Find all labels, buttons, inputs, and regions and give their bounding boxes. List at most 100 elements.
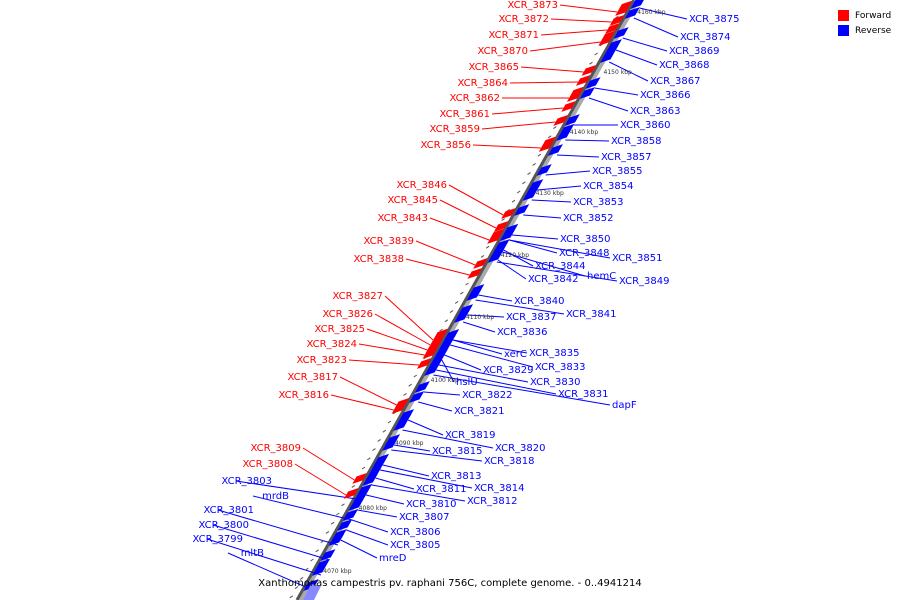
forward-gene[interactable]	[615, 0, 633, 16]
reverse-gene-label[interactable]: XCR_3835	[529, 348, 580, 359]
reverse-gene-label[interactable]: XCR_3850	[560, 234, 611, 245]
forward-gene[interactable]	[493, 220, 509, 232]
forward-gene-label[interactable]: XCR_3824	[306, 339, 357, 350]
reverse-gene[interactable]	[409, 391, 425, 403]
forward-gene[interactable]	[605, 22, 620, 34]
reverse-gene-label[interactable]: XCR_3868	[659, 60, 710, 71]
reverse-gene[interactable]	[311, 558, 330, 576]
forward-gene-label[interactable]: XCR_3825	[314, 324, 365, 335]
forward-gene-label[interactable]: XCR_3843	[377, 213, 428, 224]
reverse-gene-label[interactable]: dapF	[612, 400, 637, 411]
reverse-gene-label[interactable]: XCR_3841	[566, 309, 617, 320]
forward-gene-label[interactable]: XCR_3870	[477, 46, 528, 57]
forward-gene-label[interactable]: XCR_3864	[457, 78, 508, 89]
reverse-gene-label[interactable]: XCR_3840	[514, 296, 565, 307]
forward-gene-label[interactable]: XCR_3809	[250, 443, 301, 454]
reverse-gene[interactable]	[354, 483, 373, 501]
reverse-gene-label[interactable]: XCR_3866	[640, 90, 691, 101]
forward-gene[interactable]	[473, 257, 488, 269]
reverse-gene[interactable]	[337, 519, 353, 531]
forward-gene[interactable]	[391, 398, 409, 414]
reverse-gene-label[interactable]: XCR_3831	[558, 389, 609, 400]
forward-gene[interactable]	[609, 14, 625, 26]
reverse-gene-label[interactable]: XCR_3852	[563, 213, 614, 224]
reverse-gene-label[interactable]: XCR_3821	[454, 406, 505, 417]
reverse-gene-label[interactable]: XCR_3854	[583, 181, 634, 192]
forward-gene[interactable]	[575, 74, 591, 86]
reverse-gene[interactable]	[320, 549, 336, 561]
forward-gene-label[interactable]: XCR_3872	[498, 14, 549, 25]
reverse-gene[interactable]	[328, 534, 344, 546]
reverse-gene[interactable]	[547, 144, 563, 156]
forward-gene-label[interactable]: XCR_3823	[296, 355, 347, 366]
reverse-gene-label[interactable]: XCR_3844	[535, 261, 586, 272]
forward-gene-label[interactable]: XCR_3871	[488, 30, 539, 41]
reverse-gene-label[interactable]: XCR_3810	[406, 499, 457, 510]
reverse-gene-label[interactable]: XCR_3863	[630, 106, 681, 117]
reverse-gene[interactable]	[362, 474, 378, 486]
forward-gene-label[interactable]: XCR_3838	[353, 254, 404, 265]
reverse-gene-label[interactable]: XCR_3837	[506, 312, 557, 323]
forward-gene[interactable]	[581, 64, 597, 76]
reverse-gene-label[interactable]: XCR_3875	[689, 14, 740, 25]
forward-gene-label[interactable]: XCR_3873	[507, 0, 558, 11]
reverse-gene[interactable]	[630, 0, 648, 9]
forward-gene[interactable]	[598, 30, 616, 46]
reverse-gene-label[interactable]: XCR_3807	[399, 512, 450, 523]
reverse-gene-label[interactable]: XCR_3818	[484, 456, 535, 467]
reverse-gene-label[interactable]: XCR_3806	[390, 527, 441, 538]
forward-gene-label[interactable]: XCR_3859	[429, 124, 480, 135]
reverse-gene-label[interactable]: XCR_3836	[497, 327, 548, 338]
reverse-gene-label[interactable]: XCR_3842	[528, 274, 579, 285]
forward-gene[interactable]	[416, 357, 432, 369]
forward-gene[interactable]	[561, 100, 576, 112]
reverse-gene-label[interactable]: xerC	[504, 349, 527, 360]
reverse-gene-label[interactable]: mreD	[379, 553, 407, 564]
reverse-gene[interactable]	[342, 509, 358, 521]
reverse-gene-label[interactable]: XCR_3814	[474, 483, 525, 494]
reverse-gene-label[interactable]: hemC	[587, 271, 616, 282]
forward-gene-label[interactable]: XCR_3845	[387, 195, 438, 206]
forward-gene-label[interactable]: XCR_3816	[278, 390, 329, 401]
reverse-gene[interactable]	[624, 7, 640, 19]
reverse-gene[interactable]	[556, 123, 575, 141]
reverse-gene-label[interactable]: XCR_3860	[620, 120, 671, 131]
forward-gene[interactable]	[566, 86, 584, 102]
forward-gene-label[interactable]: XCR_3808	[242, 459, 293, 470]
reverse-gene-label[interactable]: XCR_3819	[445, 430, 496, 441]
forward-gene-label[interactable]: XCR_3865	[468, 62, 519, 73]
forward-gene[interactable]	[352, 472, 367, 484]
forward-gene[interactable]	[501, 207, 516, 219]
forward-gene[interactable]	[487, 228, 505, 244]
reverse-gene-label[interactable]: XCR_3800	[198, 520, 249, 531]
reverse-gene[interactable]	[579, 87, 595, 99]
reverse-gene[interactable]	[370, 453, 389, 471]
reverse-gene[interactable]	[564, 114, 580, 126]
forward-gene-label[interactable]: XCR_3817	[287, 372, 338, 383]
forward-gene-label[interactable]: XCR_3839	[363, 236, 414, 247]
forward-gene[interactable]	[467, 267, 483, 279]
reverse-gene-label[interactable]: XCR_3799	[192, 534, 243, 545]
forward-gene[interactable]	[343, 487, 359, 499]
reverse-gene-label[interactable]: XCR_3851	[612, 253, 663, 264]
reverse-gene-label[interactable]: XCR_3853	[573, 197, 624, 208]
reverse-gene[interactable]	[393, 413, 412, 431]
reverse-gene-label[interactable]: XCR_3858	[611, 136, 662, 147]
forward-gene-label[interactable]: XCR_3846	[396, 180, 447, 191]
reverse-gene[interactable]	[424, 358, 443, 376]
reverse-gene[interactable]	[514, 204, 530, 216]
reverse-gene-label[interactable]: XCR_3811	[416, 484, 467, 495]
reverse-gene-label[interactable]: XCR_3812	[467, 496, 518, 507]
forward-gene-label[interactable]: XCR_3862	[449, 93, 500, 104]
reverse-gene[interactable]	[487, 245, 506, 263]
reverse-gene[interactable]	[536, 164, 552, 176]
reverse-gene-label[interactable]: mltB	[241, 548, 264, 559]
reverse-gene-label[interactable]: XCR_3820	[495, 443, 546, 454]
reverse-gene-label[interactable]: XCR_3803	[221, 476, 272, 487]
reverse-gene-label[interactable]: XCR_3830	[530, 377, 581, 388]
reverse-gene[interactable]	[613, 27, 629, 39]
reverse-gene-label[interactable]: XCR_3874	[680, 32, 731, 43]
forward-gene-label[interactable]: XCR_3827	[332, 291, 383, 302]
reverse-gene[interactable]	[600, 45, 619, 63]
reverse-gene[interactable]	[500, 223, 519, 241]
